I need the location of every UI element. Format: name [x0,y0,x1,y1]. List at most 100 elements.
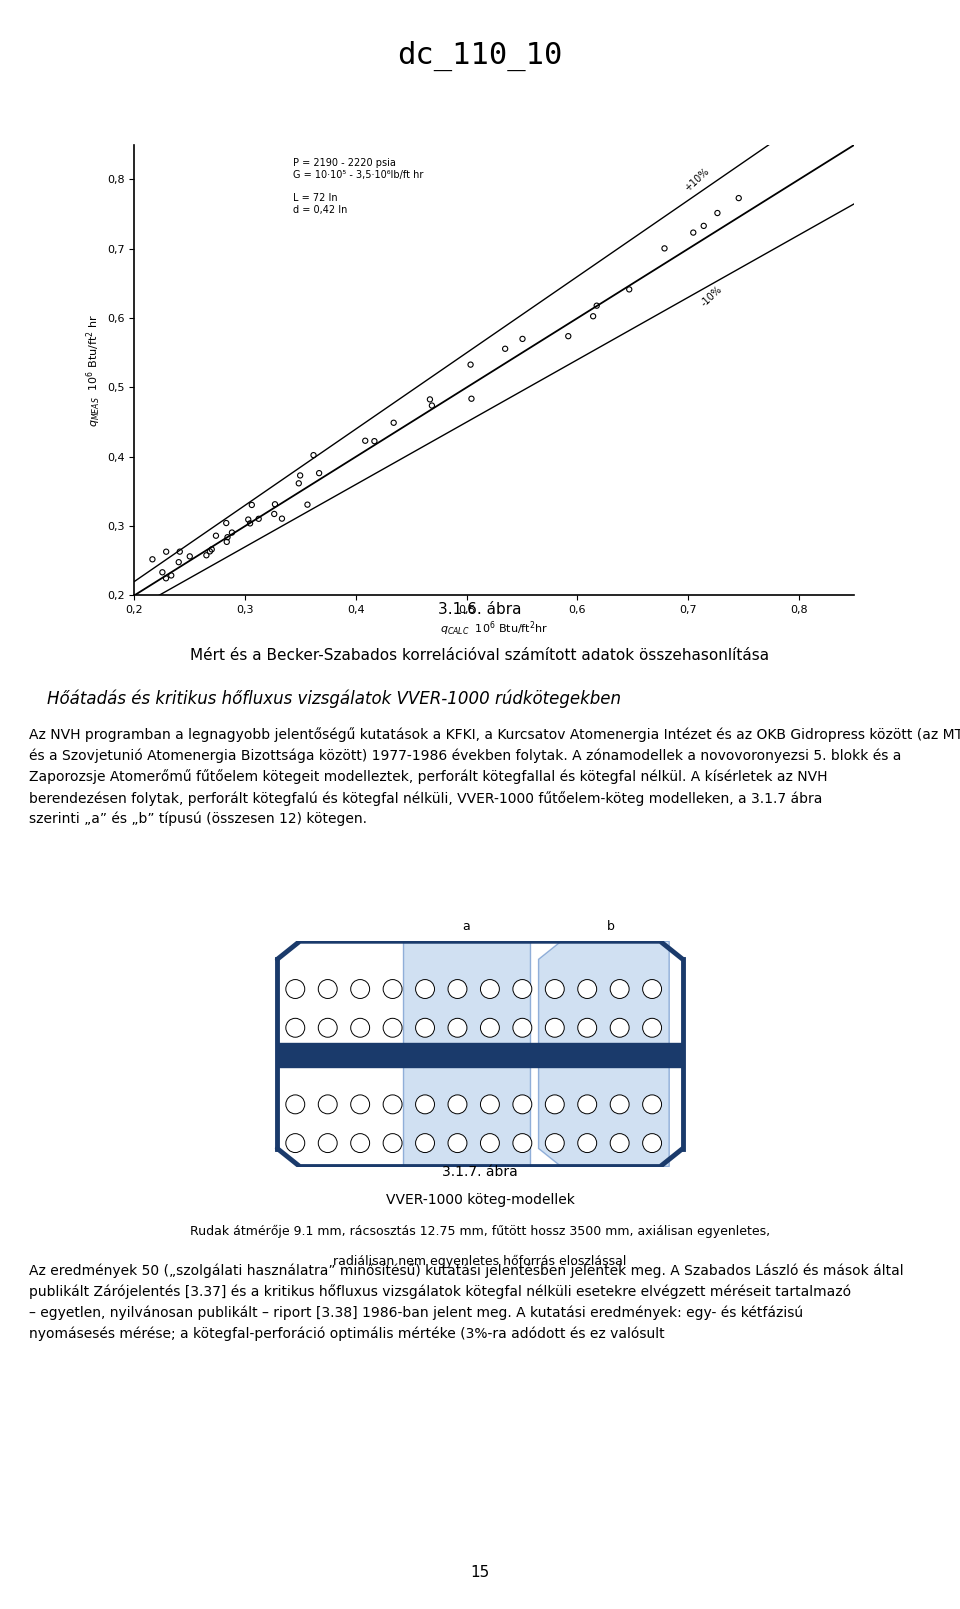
Circle shape [286,1134,304,1152]
Point [267,491,282,516]
Circle shape [448,980,467,999]
Point [515,327,530,352]
Circle shape [611,980,629,999]
Point [293,462,308,488]
Circle shape [642,1018,661,1038]
Text: 3.1.7. ábra: 3.1.7. ábra [443,1165,517,1179]
Bar [277,1043,683,1067]
Point [199,542,214,568]
Point [204,536,220,562]
Circle shape [286,1018,304,1038]
Circle shape [383,1094,402,1113]
Circle shape [350,1018,370,1038]
Circle shape [416,1094,435,1113]
X-axis label: $q_{CALC}$  $10^6$ Btu/ft$^2$hr: $q_{CALC}$ $10^6$ Btu/ft$^2$hr [441,619,548,637]
Point [208,523,224,549]
Point [464,386,479,412]
Point [621,277,636,302]
Circle shape [350,1094,370,1113]
Circle shape [480,1018,499,1038]
Point [172,539,187,565]
Point [241,507,256,533]
Point [422,386,438,412]
Circle shape [448,1018,467,1038]
Point [367,428,382,454]
Circle shape [416,1018,435,1038]
Circle shape [480,980,499,999]
Point [463,352,478,378]
Point [300,492,315,518]
Text: -10%: -10% [699,285,725,309]
Point [155,560,170,586]
Text: VVER-1000 köteg-modellek: VVER-1000 köteg-modellek [386,1194,574,1207]
Point [424,393,440,418]
Point [219,510,234,536]
Circle shape [611,1134,629,1152]
Text: Hőátadás és kritikus hőfluxus vizsgálatok VVER-1000 rúdkötegekben: Hőátadás és kritikus hőfluxus vizsgálato… [47,689,621,708]
Circle shape [416,980,435,999]
Point [306,442,322,468]
Circle shape [513,980,532,999]
Y-axis label: $q_{MEAS}$  $10^6$ Btu/ft$^2$ hr: $q_{MEAS}$ $10^6$ Btu/ft$^2$ hr [84,314,103,426]
Point [158,565,174,591]
Circle shape [642,1094,661,1113]
Circle shape [383,980,402,999]
Circle shape [383,1018,402,1038]
Circle shape [513,1094,532,1113]
Point [497,336,513,362]
Circle shape [319,1018,337,1038]
Text: Mért és a Becker-Szabados korrelációval számított adatok összehasonlítása: Mért és a Becker-Szabados korrelációval … [190,648,770,663]
Circle shape [578,1094,597,1113]
Point [311,460,326,486]
Point [357,428,372,454]
Circle shape [480,1094,499,1113]
Text: P = 2190 - 2220 psia
G = 10·10⁵ - 3,5·10⁶lb/ft hr

L = 72 In
d = 0,42 In: P = 2190 - 2220 psia G = 10·10⁵ - 3,5·10… [293,158,423,214]
Text: radiálisan nem egyenletes hőforrás eloszlással: radiálisan nem egyenletes hőforrás elosz… [333,1255,627,1268]
Point [657,235,672,261]
Point [244,492,259,518]
Text: +10%: +10% [683,166,711,193]
Text: 15: 15 [470,1566,490,1580]
Point [561,323,576,349]
Circle shape [416,1134,435,1152]
Bar [403,943,530,1165]
Circle shape [545,1094,564,1113]
Circle shape [286,1094,304,1113]
Circle shape [642,1134,661,1152]
Circle shape [578,980,597,999]
Circle shape [319,980,337,999]
Point [220,525,235,550]
Circle shape [545,1018,564,1038]
Polygon shape [539,941,669,1167]
Point [709,200,725,225]
Circle shape [448,1134,467,1152]
Point [251,505,266,531]
Point [225,520,240,545]
Point [163,563,179,589]
Circle shape [319,1094,337,1113]
Point [267,500,282,526]
Circle shape [611,1018,629,1038]
Point [685,220,701,246]
Text: dc_110_10: dc_110_10 [397,42,563,71]
Point [732,185,747,211]
Circle shape [513,1134,532,1152]
Circle shape [350,980,370,999]
Point [586,304,601,330]
Point [158,539,174,565]
Point [182,544,198,570]
Text: Az eredmények 50 („szolgálati használatra” minősítésű) kutatási jelentésben jele: Az eredmények 50 („szolgálati használatr… [29,1263,903,1340]
Point [291,470,306,496]
Point [145,547,160,573]
Point [171,549,186,574]
Circle shape [642,980,661,999]
Text: a: a [463,920,470,933]
Circle shape [350,1134,370,1152]
Text: Az NVH programban a legnagyobb jelentőségű kutatások a KFKI, a Kurcsatov Atomene: Az NVH programban a legnagyobb jelentősé… [29,727,960,827]
Circle shape [611,1094,629,1113]
Point [243,510,258,536]
Circle shape [545,1134,564,1152]
Point [219,529,234,555]
Text: b: b [607,920,614,933]
Point [589,293,605,319]
